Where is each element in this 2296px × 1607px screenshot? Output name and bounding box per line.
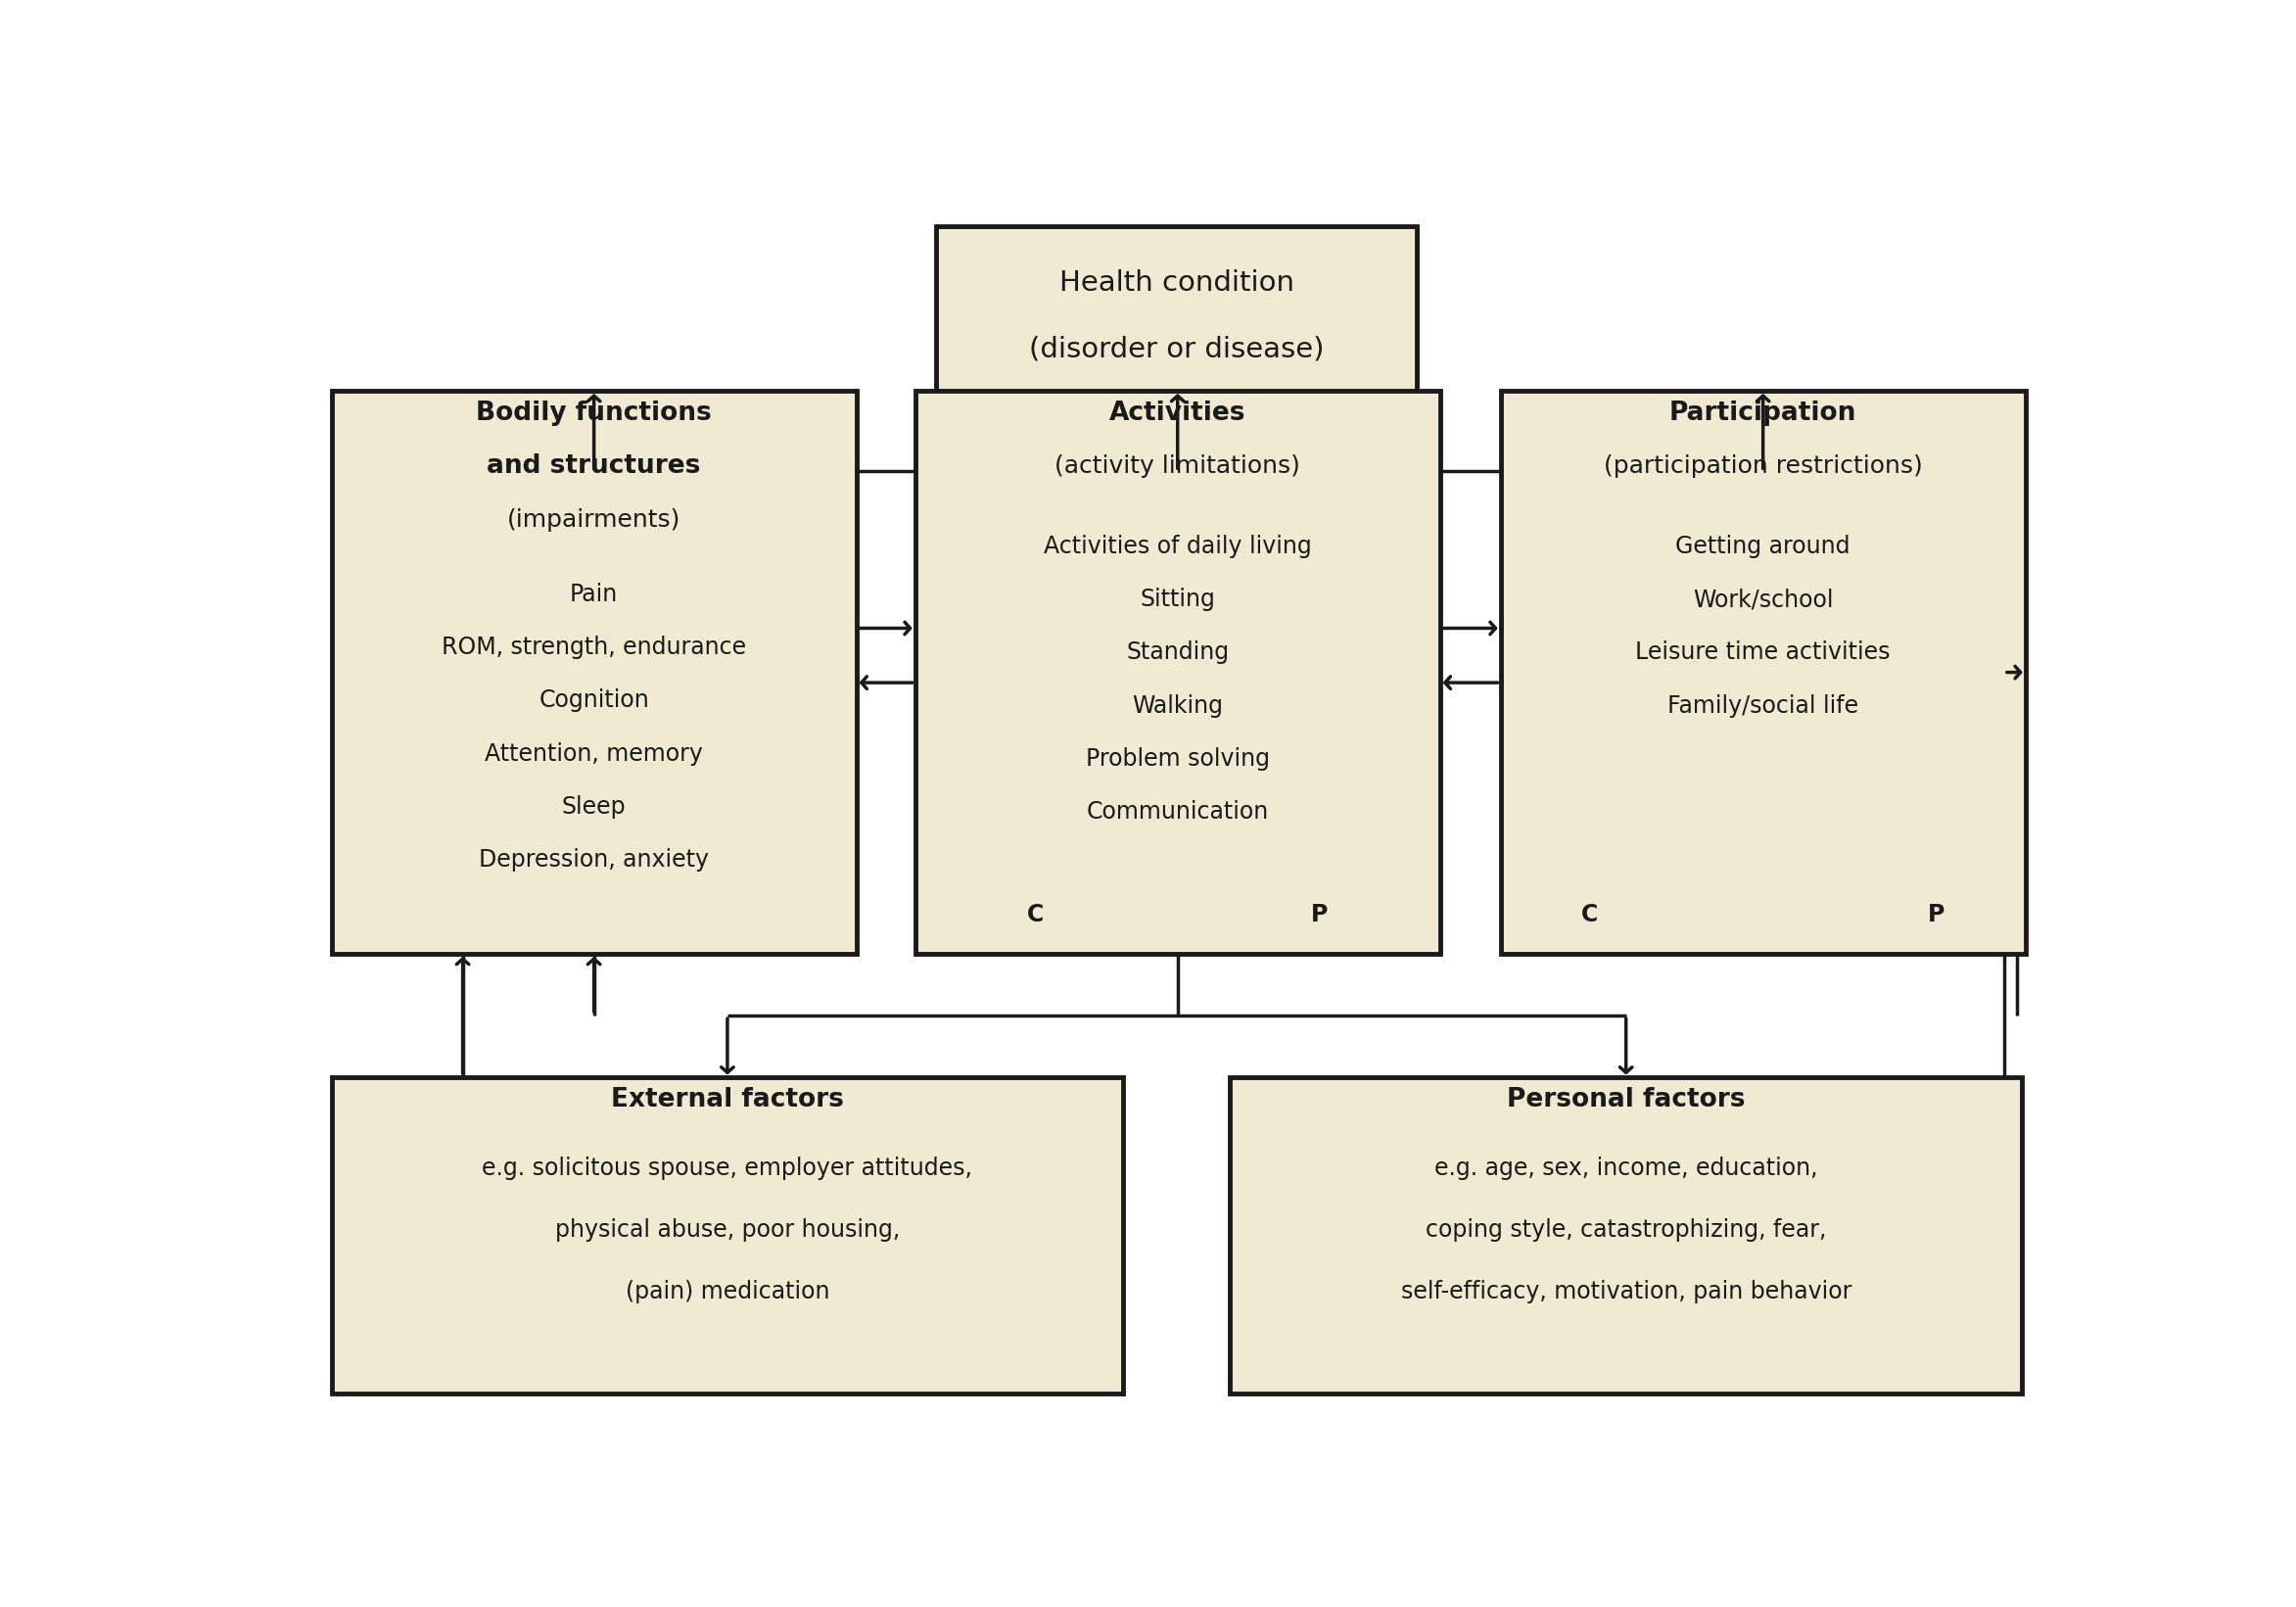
Text: Standing: Standing (1125, 641, 1228, 664)
Text: Depression, anxiety: Depression, anxiety (480, 848, 709, 871)
Text: Pain: Pain (569, 582, 618, 606)
Text: P: P (1929, 903, 1945, 926)
Text: (disorder or disease): (disorder or disease) (1029, 336, 1325, 363)
Text: self-efficacy, motivation, pain behavior: self-efficacy, motivation, pain behavior (1401, 1279, 1851, 1303)
Bar (916, 391, 1440, 955)
Text: and structures: and structures (487, 453, 700, 479)
Bar (331, 1078, 1123, 1393)
Text: P: P (1311, 903, 1327, 926)
Text: Activities of daily living: Activities of daily living (1045, 535, 1311, 558)
Text: Work/school: Work/school (1692, 588, 1832, 611)
Text: physical abuse, poor housing,: physical abuse, poor housing, (556, 1218, 900, 1242)
Text: Sitting: Sitting (1139, 588, 1215, 611)
Bar (1502, 391, 2025, 955)
Text: (activity limitations): (activity limitations) (1054, 455, 1300, 477)
Text: e.g. age, sex, income, education,: e.g. age, sex, income, education, (1435, 1155, 1818, 1180)
Text: Attention, memory: Attention, memory (484, 742, 703, 765)
Bar (331, 391, 856, 955)
Text: External factors: External factors (611, 1086, 845, 1112)
Text: Bodily functions: Bodily functions (475, 400, 712, 426)
Text: Activities: Activities (1109, 400, 1247, 426)
Text: e.g. solicitous spouse, employer attitudes,: e.g. solicitous spouse, employer attitud… (482, 1155, 974, 1180)
Text: C: C (1026, 903, 1045, 926)
Text: Health condition: Health condition (1058, 268, 1295, 296)
Text: Sleep: Sleep (563, 795, 627, 818)
Text: Problem solving: Problem solving (1086, 747, 1270, 771)
Bar (1231, 1078, 2023, 1393)
Text: Communication: Communication (1086, 800, 1270, 824)
Text: (participation restrictions): (participation restrictions) (1603, 455, 1922, 477)
Text: ROM, strength, endurance: ROM, strength, endurance (441, 635, 746, 659)
Text: Participation: Participation (1669, 400, 1857, 426)
Text: Cognition: Cognition (540, 689, 650, 712)
Text: Family/social life: Family/social life (1667, 694, 1857, 717)
Text: (impairments): (impairments) (507, 508, 682, 532)
Text: Getting around: Getting around (1676, 535, 1851, 558)
Text: coping style, catastrophizing, fear,: coping style, catastrophizing, fear, (1426, 1218, 1825, 1242)
Text: Walking: Walking (1132, 694, 1224, 717)
Text: Personal factors: Personal factors (1506, 1086, 1745, 1112)
Text: (pain) medication: (pain) medication (625, 1279, 829, 1303)
Bar (937, 227, 1417, 397)
Text: C: C (1582, 903, 1598, 926)
Text: Leisure time activities: Leisure time activities (1635, 641, 1890, 664)
